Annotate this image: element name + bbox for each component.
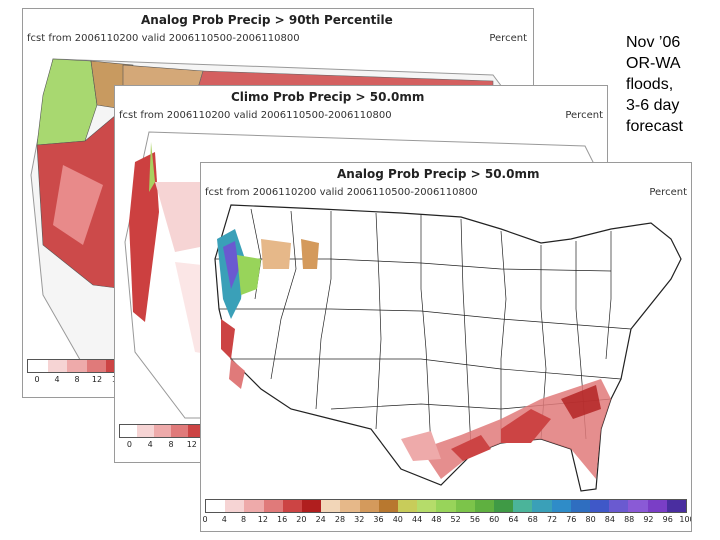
annotation-line: forecast: [626, 118, 683, 135]
colorbar-segment: [67, 360, 87, 372]
colorbar-tick: 24: [315, 515, 326, 524]
colorbar-tick: 48: [431, 515, 442, 524]
colorbar-tick: 4: [147, 440, 153, 449]
colorbar-segment: [244, 500, 264, 512]
colorbar-tick: 4: [221, 515, 227, 524]
colorbar-tick: 64: [508, 515, 519, 524]
colorbar-tick: 88: [624, 515, 635, 524]
panel-unit: Percent: [565, 110, 603, 121]
colorbar-tick: 8: [168, 440, 174, 449]
colorbar-segment: [455, 500, 475, 512]
colorbar-segment: [378, 500, 399, 512]
colorbar-tick: 0: [202, 515, 208, 524]
colorbar-tick: 60: [489, 515, 500, 524]
panel-title: Analog Prob Precip > 50.0mm: [337, 167, 540, 181]
colorbar-tick: 16: [277, 515, 288, 524]
panel-unit: Percent: [649, 187, 687, 198]
colorbar-segment: [206, 500, 226, 512]
colorbar-tick: 0: [34, 375, 40, 384]
colorbar-tick: 72: [546, 515, 558, 524]
colorbar-segment: [120, 425, 137, 437]
colorbar-tick: 52: [450, 515, 461, 524]
colorbar-segment: [171, 425, 188, 437]
colorbar-tick: 12: [186, 440, 197, 449]
colorbar-tick: 76: [566, 515, 577, 524]
analog-50mm-panel: Analog Prob Precip > 50.0mm fcst from 20…: [200, 162, 692, 532]
colorbar-segment: [282, 500, 303, 512]
colorbar-tick: 8: [241, 515, 247, 524]
colorbar-segment: [47, 360, 68, 372]
colorbar-tick: 28: [334, 515, 346, 524]
colorbar-segment: [474, 500, 495, 512]
colorbar-segment: [666, 500, 687, 512]
colorbar-segment: [225, 500, 245, 512]
panel-subtitle: fcst from 2006110200 valid 2006110500-20…: [27, 33, 300, 44]
colorbar-segment: [628, 500, 648, 512]
colorbar-ticks-analog-50mm: 0 4 8 12 16 20 24 28 32 36 40 44 48 52 56 60 64 68 72 76 80 8…: [202, 515, 691, 527]
colorbar-analog-50mm: [205, 499, 687, 513]
colorbar-tick: 32: [354, 515, 365, 524]
event-annotation: Nov ’06 OR-WA floods, 3-6 day forecast: [626, 32, 718, 137]
annotation-line: 3-6 day: [626, 97, 680, 114]
colorbar-segment: [417, 500, 437, 512]
colorbar-tick: 12: [257, 515, 268, 524]
panel-title: Analog Prob Precip > 90th Percentile: [141, 13, 393, 27]
colorbar-tick: 84: [604, 515, 615, 524]
colorbar-segment: [321, 500, 341, 512]
panel-unit: Percent: [489, 33, 527, 44]
colorbar-segment: [302, 500, 322, 512]
colorbar-tick: 92: [643, 515, 654, 524]
colorbar-segment: [340, 500, 360, 512]
colorbar-segment: [513, 500, 533, 512]
colorbar-tick: 56: [469, 515, 480, 524]
colorbar-segment: [570, 500, 591, 512]
colorbar-segment: [609, 500, 629, 512]
colorbar-tick: 100: [679, 515, 691, 524]
panel-subtitle: fcst from 2006110200 valid 2006110500-20…: [205, 187, 478, 198]
colorbar-segment: [532, 500, 552, 512]
colorbar-segment: [647, 500, 667, 512]
colorbar-tick: 8: [74, 375, 80, 384]
panel-title: Climo Prob Precip > 50.0mm: [231, 90, 425, 104]
colorbar-tick: 4: [54, 375, 60, 384]
annotation-line: OR-WA: [626, 55, 681, 72]
colorbar-segment: [359, 500, 379, 512]
colorbar-segment: [86, 360, 107, 372]
colorbar-segment: [590, 500, 610, 512]
colorbar-tick: 20: [296, 515, 307, 524]
colorbar-segment: [154, 425, 171, 437]
colorbar-tick: 0: [126, 440, 132, 449]
colorbar-tick: 96: [662, 515, 673, 524]
colorbar-tick: 12: [91, 375, 103, 384]
colorbar-tick: 44: [411, 515, 423, 524]
annotation-line: floods,: [626, 76, 674, 93]
colorbar-segment: [436, 500, 456, 512]
colorbar-tick: 36: [373, 515, 384, 524]
colorbar-tick: 68: [527, 515, 538, 524]
annotation-line: Nov ’06: [626, 34, 681, 51]
panel-subtitle: fcst from 2006110200 valid 2006110500-20…: [119, 110, 392, 121]
colorbar-tick: 40: [392, 515, 403, 524]
colorbar-tick: 80: [585, 515, 596, 524]
colorbar-segment: [137, 425, 154, 437]
colorbar-segment: [263, 500, 283, 512]
colorbar-segment: [551, 500, 571, 512]
colorbar-segment: [28, 360, 48, 372]
colorbar-90th: [27, 359, 127, 373]
colorbar-segment: [398, 500, 418, 512]
colorbar-segment: [494, 500, 514, 512]
us-map-analog-50mm: [214, 204, 682, 492]
